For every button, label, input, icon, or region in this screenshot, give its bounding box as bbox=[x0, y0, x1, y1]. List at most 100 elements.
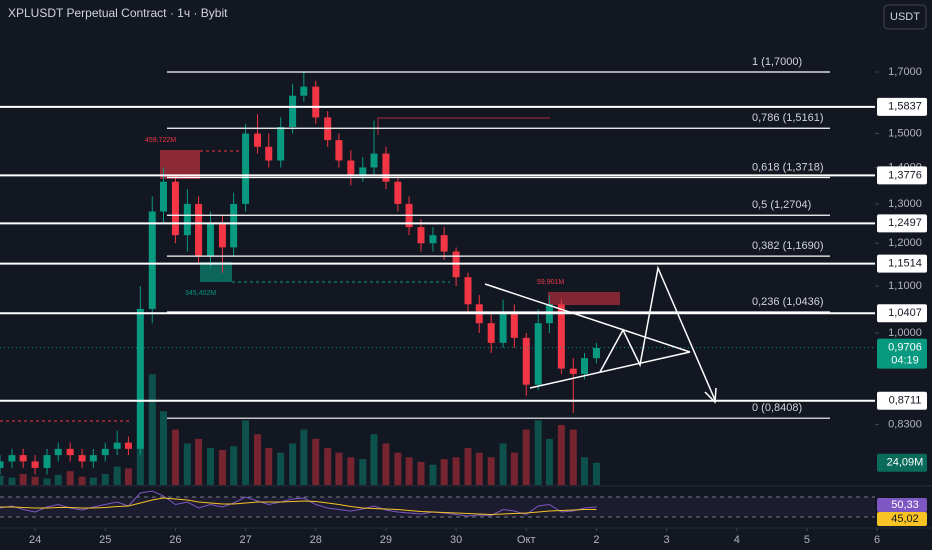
volume-bar bbox=[347, 457, 355, 485]
level-label: 1,1514 bbox=[888, 258, 922, 270]
candle-body bbox=[8, 455, 16, 462]
drawings: 459,722M 345,402M 59,901M bbox=[0, 117, 620, 422]
candle-body bbox=[359, 167, 367, 175]
candle-body bbox=[183, 203, 191, 236]
volume-bar bbox=[289, 443, 297, 485]
volume-bar bbox=[183, 443, 191, 485]
rsi-band bbox=[0, 497, 875, 517]
y-tick-label: 0,8300 bbox=[888, 418, 922, 430]
fib-label: 0,5 (1,2704) bbox=[752, 199, 811, 211]
volume-bar bbox=[452, 457, 460, 485]
volume-bar bbox=[148, 374, 156, 485]
volume-bar bbox=[31, 476, 39, 485]
volume-bar bbox=[545, 438, 553, 485]
volume-bar bbox=[54, 474, 62, 485]
candle-body bbox=[78, 455, 86, 462]
volume-bar bbox=[581, 457, 589, 485]
candle-body bbox=[113, 442, 121, 449]
volume-bar bbox=[265, 448, 273, 485]
volume-bar bbox=[171, 429, 179, 485]
candle-body bbox=[19, 455, 27, 462]
level-tag bbox=[877, 304, 927, 323]
volume-bar bbox=[429, 464, 437, 485]
candle-body bbox=[534, 323, 542, 385]
order-block bbox=[200, 262, 232, 282]
rsi-tag bbox=[877, 512, 927, 526]
volume-bar bbox=[394, 452, 402, 485]
x-tick-label: 29 bbox=[380, 534, 392, 546]
x-tick-label: 30 bbox=[450, 534, 462, 546]
candle-body bbox=[464, 277, 472, 305]
x-tick-label: 4 bbox=[734, 534, 740, 546]
volume-bar bbox=[8, 477, 16, 485]
candle-body bbox=[417, 227, 425, 244]
candle-body bbox=[499, 313, 507, 343]
level-tag bbox=[877, 214, 927, 233]
volume-bar bbox=[230, 446, 238, 485]
volume-bar bbox=[242, 420, 250, 485]
fib-label: 1 (1,7000) bbox=[752, 56, 802, 68]
volume-bar bbox=[370, 434, 378, 485]
candle-body bbox=[101, 448, 109, 456]
candle-body bbox=[312, 86, 320, 118]
volume-bar bbox=[569, 429, 577, 485]
candle-body bbox=[89, 455, 97, 462]
volume-bar bbox=[522, 429, 530, 485]
level-tag bbox=[877, 391, 927, 410]
level-tag bbox=[877, 254, 927, 273]
candle-body bbox=[522, 337, 530, 385]
candle-body bbox=[54, 448, 62, 456]
level-label: 1,5837 bbox=[888, 101, 922, 113]
volume-bar bbox=[89, 477, 97, 485]
candle-body bbox=[487, 323, 495, 343]
candle-body bbox=[335, 140, 343, 161]
x-tick-label: 27 bbox=[239, 534, 251, 546]
volume-bar bbox=[207, 448, 215, 485]
candle-body bbox=[265, 146, 273, 161]
candle-body bbox=[124, 442, 132, 449]
last-price-label: 0,9706 bbox=[888, 342, 922, 354]
level-label: 1,0407 bbox=[888, 307, 922, 319]
volume-bar bbox=[300, 429, 308, 485]
candle-body bbox=[242, 133, 250, 204]
candle-body bbox=[230, 203, 238, 248]
fib-label: 0,786 (1,5161) bbox=[752, 112, 824, 124]
countdown-label: 04:19 bbox=[891, 355, 919, 367]
volume-bar bbox=[113, 466, 121, 485]
rsi-tag bbox=[877, 498, 927, 512]
volume-label: 24,09M bbox=[887, 457, 924, 469]
y-tick-label: 1,2000 bbox=[888, 237, 922, 249]
x-tick-label: 26 bbox=[169, 534, 181, 546]
candle-body bbox=[66, 448, 74, 456]
volume-bar bbox=[78, 476, 86, 485]
candle-body bbox=[440, 235, 448, 252]
candle-body bbox=[43, 455, 51, 468]
y-tick-label: 1,0000 bbox=[888, 327, 922, 339]
y-tick-label: 1,3000 bbox=[888, 198, 922, 210]
rsi-line bbox=[0, 490, 597, 517]
volume-bar bbox=[440, 459, 448, 485]
fib-label: 0,236 (1,0436) bbox=[752, 296, 824, 308]
pattern-drawing bbox=[0, 71, 875, 419]
currency-label[interactable]: USDT bbox=[890, 11, 920, 23]
candle-body bbox=[347, 160, 355, 175]
y-tick-label: 1,7000 bbox=[888, 66, 922, 78]
currency-button[interactable] bbox=[883, 4, 927, 30]
candle-body bbox=[0, 461, 4, 468]
y-tick-label: 1,1000 bbox=[888, 280, 922, 292]
volume-bar bbox=[510, 452, 518, 485]
x-tick-label: 28 bbox=[310, 534, 322, 546]
volume-tag bbox=[877, 453, 927, 472]
chart-title: XPLUSDT Perpetual Contract · 1ч · Bybit bbox=[8, 6, 228, 20]
x-tick-label: 25 bbox=[99, 534, 111, 546]
candle-body bbox=[581, 358, 589, 374]
volume-bar bbox=[382, 443, 390, 485]
level-tag bbox=[877, 166, 927, 185]
volume-bar bbox=[499, 443, 507, 485]
candle-body bbox=[429, 235, 437, 244]
candle-body bbox=[218, 223, 226, 248]
rsi-line bbox=[0, 497, 597, 516]
fib-label: 0,618 (1,3718) bbox=[752, 161, 824, 173]
